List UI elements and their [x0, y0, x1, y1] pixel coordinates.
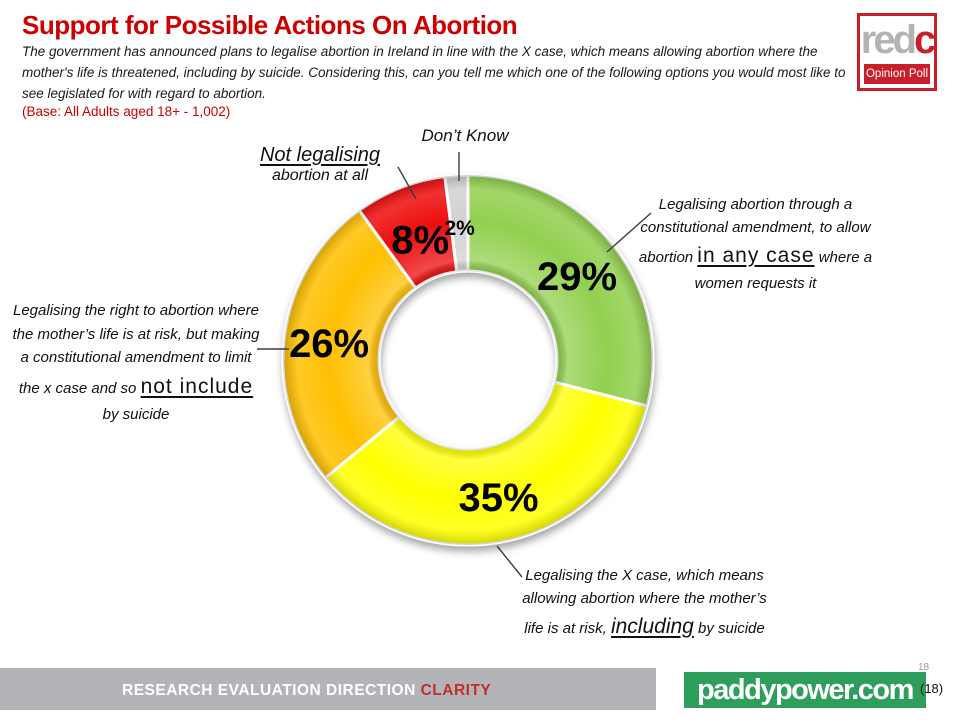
slide-number-small: 18: [918, 662, 930, 673]
paddypower-logo: paddypower.com: [684, 672, 926, 708]
donut-shine-overlay: [283, 175, 653, 545]
slice-value-label-1: 29%: [537, 255, 617, 299]
leader-line-green: [606, 212, 652, 253]
annotation-yellow-emphasis: including: [610, 614, 694, 638]
annotation-yellow-post: by suicide: [693, 619, 765, 637]
redc-logo-c-text: c: [914, 18, 936, 62]
slice-value-label-5: 2%: [444, 217, 475, 240]
annotation-not-legalising: Not legalising abortion at all: [210, 144, 430, 185]
redc-logo: redc Opinion Poll: [857, 13, 937, 91]
annotation-orange-post: by suicide: [102, 406, 170, 424]
paddypower-logo-text: paddypower.com: [697, 673, 914, 706]
footer-bar: [0, 668, 656, 710]
footer-tagline-white: RESEARCH EVALUATION DIRECTION: [122, 682, 421, 699]
slice-value-labels: 29% 35% 26% 8%2%: [289, 217, 617, 520]
annotation-yellow-slice: Legalising the X case, which means allow…: [512, 564, 777, 643]
question-text: The government has announced plans to le…: [22, 44, 846, 101]
base-note: (Base: All Adults aged 18+ - 1,002): [22, 104, 231, 119]
redc-logo-letters: redc: [860, 18, 937, 62]
redc-logo-tagline: Opinion Poll: [864, 64, 930, 84]
redc-logo-red-text: red: [860, 18, 917, 62]
annotation-green-pre: Legalising abortion through a constituti…: [638, 196, 871, 266]
annotation-yellow-pre: Legalising the X case, which means allow…: [522, 567, 767, 637]
footer-tagline: RESEARCH EVALUATION DIRECTION CLARITY: [122, 682, 491, 700]
leader-line-not-legalising: [397, 166, 417, 200]
slice-value-label-4: 8%: [391, 219, 449, 263]
annotation-orange-pre: Legalising the right to abortion where t…: [12, 302, 260, 398]
annotation-orange-emphasis: not include: [140, 375, 254, 399]
annotation-green-emphasis: in any case: [697, 243, 815, 267]
slide-number: (18): [920, 681, 944, 696]
annotation-dont-know: Don’t Know: [421, 126, 509, 145]
page-title: Support for Possible Actions On Abortion: [22, 10, 518, 40]
leader-lines: [257, 152, 652, 578]
annotation-orange-slice: Legalising the right to abortion where t…: [12, 299, 260, 427]
annotation-green-slice: Legalising abortion through a constituti…: [628, 193, 883, 295]
annotation-not-legalising-line2: abortion at all: [271, 167, 369, 184]
annotation-not-legalising-line1: Not legalising: [259, 144, 381, 166]
annotation-green-post: where a women requests it: [694, 248, 873, 293]
footer-tagline-clarity: CLARITY: [420, 682, 492, 699]
slice-value-label-2: 35%: [459, 476, 539, 520]
leader-line-yellow: [496, 545, 523, 578]
slice-value-label-3: 26%: [289, 322, 369, 366]
